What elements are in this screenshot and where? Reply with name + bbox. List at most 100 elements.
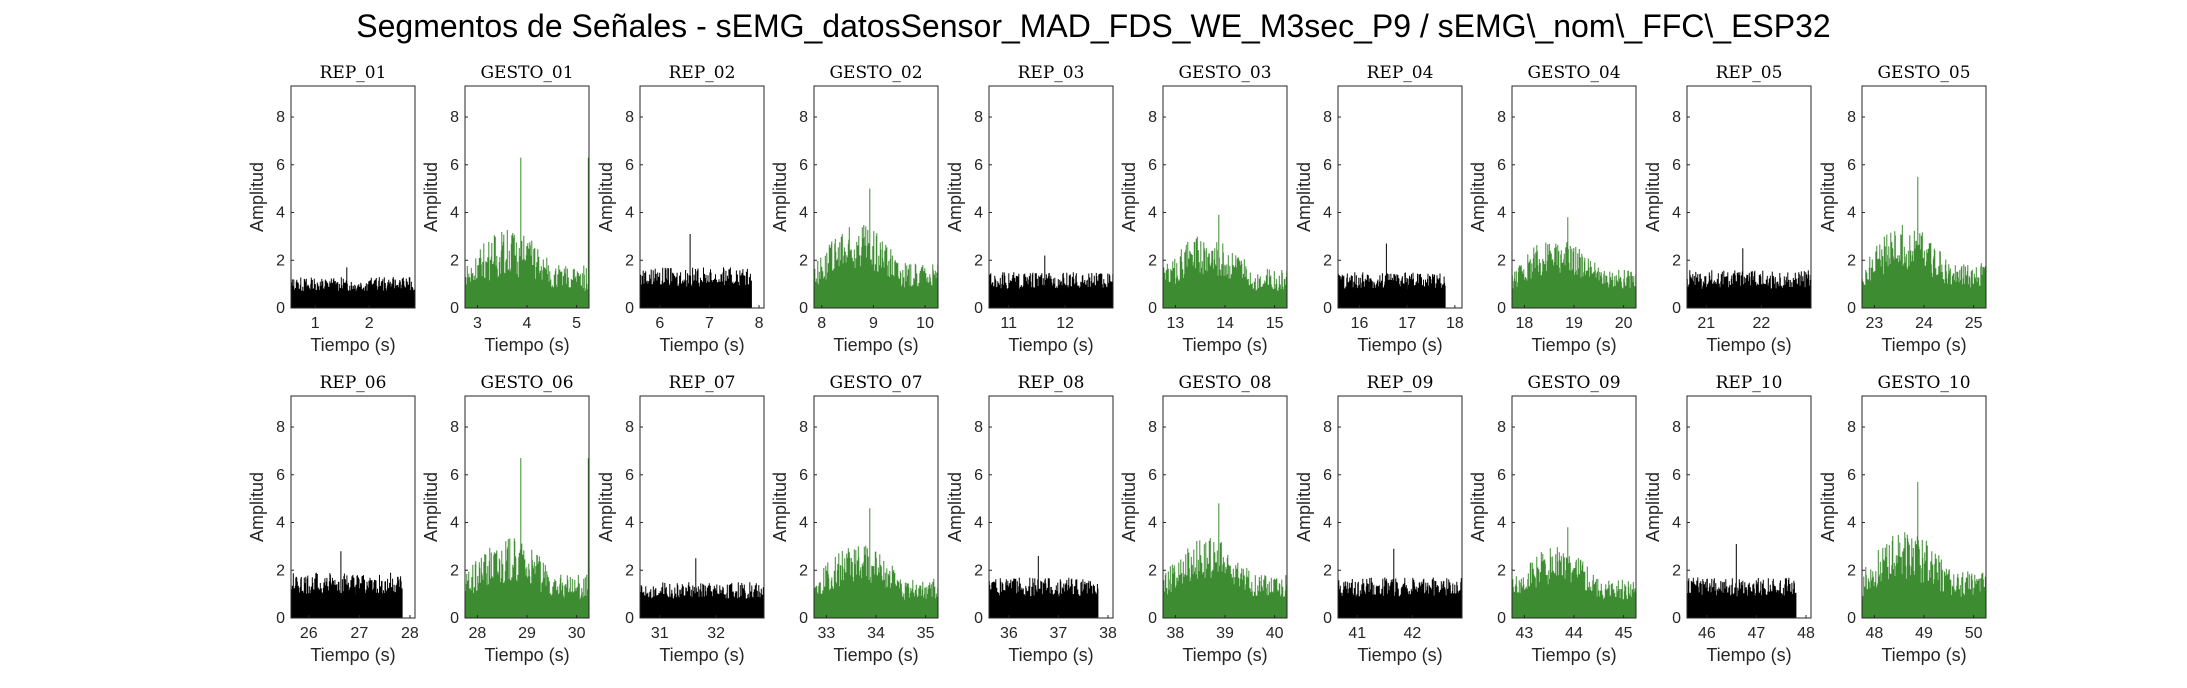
y-tick-label: 2 [974, 562, 983, 579]
signal-bars [813, 508, 939, 618]
x-tick-label: 15 [1266, 315, 1284, 332]
subplot-title: REP_04 [1367, 63, 1434, 83]
y-tick-label: 2 [625, 252, 634, 269]
x-axis-label: Tiempo (s) [1531, 645, 1616, 665]
x-tick-label: 39 [1216, 625, 1234, 642]
y-tick-label: 0 [625, 300, 634, 317]
y-tick-label: 2 [450, 252, 459, 269]
y-tick-label: 2 [1847, 252, 1856, 269]
x-tick-label: 42 [1404, 625, 1422, 642]
y-tick-label: 8 [974, 419, 983, 436]
y-tick-label: 8 [799, 419, 808, 436]
x-tick-label: 7 [705, 315, 714, 332]
x-tick-label: 41 [1348, 625, 1366, 642]
axes-box [639, 85, 765, 309]
signal-bars [1686, 544, 1797, 618]
subplot-title: REP_03 [1018, 63, 1085, 83]
y-tick-label: 6 [1847, 157, 1856, 174]
y-tick-label: 2 [1148, 562, 1157, 579]
x-tick-label: 48 [1866, 625, 1884, 642]
y-tick-label: 4 [625, 515, 634, 532]
signal-bars [639, 234, 752, 308]
y-tick-label: 4 [1148, 205, 1157, 222]
subplot-title: GESTO_05 [1877, 63, 1970, 83]
y-tick-label: 0 [1847, 300, 1856, 317]
x-axis-label: Tiempo (s) [484, 645, 569, 665]
y-tick-label: 2 [276, 562, 285, 579]
y-axis-label: Amplitud [1643, 162, 1663, 232]
y-tick-label: 0 [799, 300, 808, 317]
x-axis-label: Tiempo (s) [1357, 335, 1442, 355]
subplot-title: GESTO_01 [480, 63, 573, 83]
y-tick-label: 6 [625, 157, 634, 174]
y-axis-label: Amplitud [770, 472, 790, 542]
y-tick-label: 8 [276, 109, 285, 126]
y-tick-label: 4 [276, 515, 285, 532]
x-tick-label: 6 [655, 315, 664, 332]
axes-box [1686, 85, 1812, 309]
subplot-title: REP_02 [669, 63, 736, 83]
y-tick-label: 4 [276, 205, 285, 222]
x-tick-label: 35 [917, 625, 935, 642]
subplot-title: REP_01 [320, 63, 387, 83]
y-tick-label: 2 [276, 252, 285, 269]
y-axis-label: Amplitud [1119, 472, 1139, 542]
x-tick-label: 12 [1056, 315, 1074, 332]
y-tick-label: 8 [1497, 419, 1506, 436]
y-tick-label: 6 [1323, 157, 1332, 174]
x-tick-label: 47 [1748, 625, 1766, 642]
y-axis-label: Amplitud [1294, 162, 1314, 232]
x-axis-label: Tiempo (s) [1881, 645, 1966, 665]
y-tick-label: 6 [1497, 467, 1506, 484]
y-tick-label: 2 [799, 252, 808, 269]
y-tick-label: 0 [799, 610, 808, 627]
y-tick-label: 2 [1323, 252, 1332, 269]
y-tick-label: 4 [1497, 205, 1506, 222]
y-axis-label: Amplitud [596, 162, 616, 232]
y-tick-label: 4 [799, 205, 808, 222]
signal-bars [1861, 481, 1987, 618]
y-tick-label: 6 [1148, 467, 1157, 484]
y-axis-label: Amplitud [1643, 472, 1663, 542]
x-tick-label: 1 [311, 315, 320, 332]
subplot-title: REP_07 [669, 373, 736, 393]
y-axis-label: Amplitud [1468, 472, 1488, 542]
signal-bars [1337, 243, 1446, 308]
y-tick-label: 6 [450, 467, 459, 484]
y-tick-label: 2 [1847, 562, 1856, 579]
subplot-gesto-02: 0 2 4 6 8 8 9 10 GESTO_02 Tiempo (s) Amplitud [770, 63, 939, 355]
y-tick-label: 6 [625, 467, 634, 484]
y-tick-label: 0 [450, 610, 459, 627]
x-tick-label: 38 [1099, 625, 1117, 642]
x-tick-label: 13 [1167, 315, 1185, 332]
y-tick-label: 8 [974, 109, 983, 126]
y-tick-label: 2 [1323, 562, 1332, 579]
y-tick-label: 0 [974, 610, 983, 627]
y-tick-label: 8 [1497, 109, 1506, 126]
y-axis-label: Amplitud [1818, 162, 1838, 232]
y-tick-label: 0 [1148, 610, 1157, 627]
signal-bars [290, 551, 403, 618]
y-tick-label: 6 [974, 467, 983, 484]
subplot-rep-04: 0 2 4 6 8 16 17 18 REP_04 Tiempo (s) Amplitud [1294, 63, 1464, 355]
subplot-title: REP_08 [1018, 373, 1085, 393]
y-tick-label: 8 [1148, 109, 1157, 126]
y-tick-label: 4 [799, 515, 808, 532]
subplot-title: GESTO_08 [1178, 373, 1271, 393]
y-tick-label: 6 [1148, 157, 1157, 174]
subplot-rep-05: 0 2 4 6 8 21 22 REP_05 Tiempo (s) Amplitud [1643, 63, 1812, 355]
subplot-rep-03: 0 2 4 6 8 11 12 REP_03 Tiempo (s) Amplitud [945, 63, 1114, 355]
x-tick-label: 22 [1753, 315, 1771, 332]
x-axis-label: Tiempo (s) [310, 335, 395, 355]
x-axis-label: Tiempo (s) [1881, 335, 1966, 355]
x-axis-label: Tiempo (s) [833, 645, 918, 665]
signal-bars [464, 157, 590, 308]
y-tick-label: 0 [1672, 610, 1681, 627]
y-tick-label: 8 [450, 419, 459, 436]
subplot-title: GESTO_09 [1527, 373, 1620, 393]
y-tick-label: 8 [1148, 419, 1157, 436]
y-tick-label: 6 [1672, 157, 1681, 174]
axes-box [290, 395, 416, 619]
x-tick-label: 5 [572, 315, 581, 332]
